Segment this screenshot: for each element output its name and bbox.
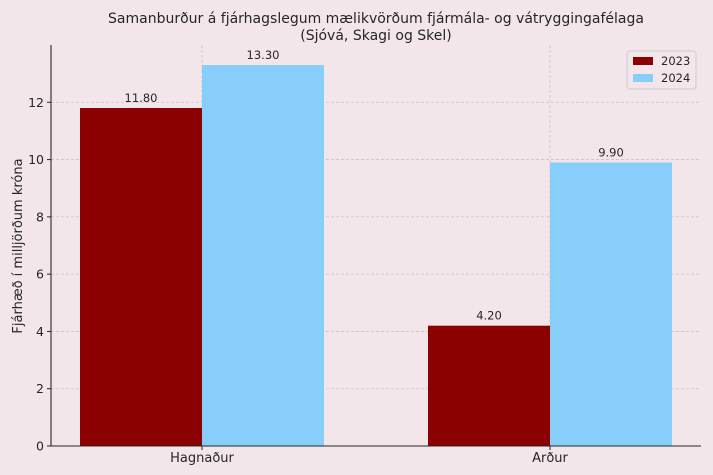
data-label: 4.20 [476, 309, 502, 323]
bars-group [80, 65, 672, 447]
bar-2024-Hagnaður [202, 65, 324, 447]
y-axis-label: Fjárhæð í milljörðum króna [11, 158, 26, 333]
y-ticks-group: 0 2 4 6 8 10 12 [28, 95, 51, 454]
data-label: 13.30 [247, 48, 280, 62]
x-tick-label: Arður [532, 451, 568, 466]
data-label: 9.90 [598, 145, 624, 159]
legend: 2023 2024 [626, 50, 697, 90]
y-tick-label: 10 [28, 152, 44, 167]
x-tick-label: Hagnaður [170, 451, 234, 466]
legend-label: 2024 [661, 71, 690, 85]
y-tick-label: 0 [36, 439, 44, 454]
y-tick-label: 6 [36, 267, 44, 282]
bar-2023-Arður [428, 325, 550, 446]
bar-2023-Hagnaður [80, 108, 202, 446]
chart-subtitle: (Sjóvá, Skagi og Skel) [300, 28, 451, 44]
legend-swatch-2023 [633, 57, 653, 65]
legend-swatch-2024 [633, 74, 653, 82]
y-tick-label: 4 [36, 324, 44, 339]
y-tick-label: 8 [36, 209, 44, 224]
y-tick-label: 12 [28, 95, 44, 110]
data-labels-group: 11.80 4.20 13.30 9.90 [125, 48, 624, 323]
data-label: 11.80 [125, 91, 158, 105]
chart-title: Samanburður á fjárhagslegum mælikvörðum … [108, 11, 644, 27]
axes-group [50, 45, 701, 447]
y-tick-label: 2 [36, 381, 44, 396]
x-ticks-group: Hagnaður Arður [170, 446, 569, 466]
legend-label: 2023 [661, 54, 690, 68]
bar-2024-Arður [550, 162, 672, 446]
